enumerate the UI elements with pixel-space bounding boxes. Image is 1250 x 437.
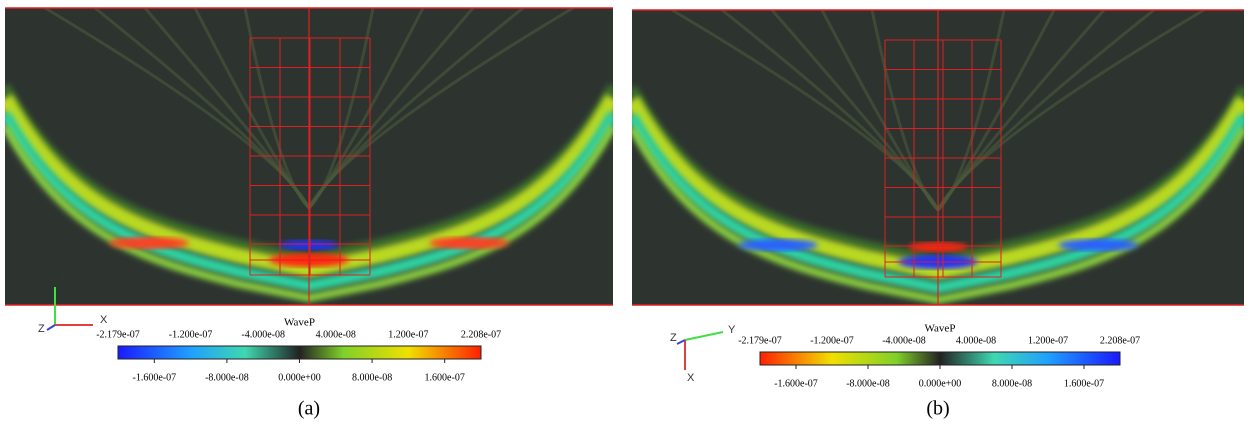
colorbar-label: -1.200e-07 [169, 329, 213, 340]
colorbar-label: -8.000e-08 [846, 378, 890, 389]
axis-arrow [676, 339, 686, 345]
wavefront [243, 8, 311, 210]
side-lobe [1058, 239, 1138, 251]
axis-arrow [684, 331, 724, 341]
caption: (b) [926, 398, 949, 420]
caption: (a) [298, 398, 320, 420]
colorbar-label: -1.200e-07 [810, 335, 854, 346]
axis-label: Y [59, 269, 67, 281]
panel: WaveP -2.179e-07 -1.200e-07 -4.000e-08 4.000… [632, 9, 1244, 420]
colorbar-label: 4.000e-08 [316, 329, 356, 340]
colorbar-label: 0.000e+00 [919, 378, 962, 389]
colorbar-label: -4.000e-08 [882, 335, 926, 346]
axis-label: Z [38, 323, 45, 335]
side-lobe [738, 239, 818, 251]
axis-label: Z [670, 332, 677, 344]
axis-label: Y [728, 324, 736, 336]
axis-label: X [687, 372, 695, 384]
colorbar-label: 8.000e-08 [352, 372, 392, 383]
colorbar-label: 0.000e+00 [278, 372, 321, 383]
colorbar-label: 8.000e-08 [992, 378, 1032, 389]
colorbar-label: -4.000e-08 [241, 329, 285, 340]
axis-label: X [100, 314, 108, 326]
colorbar-label: 1.200e-07 [1028, 335, 1068, 346]
wavefront [936, 10, 1006, 212]
colorbar-label: 1.600e-07 [1064, 378, 1104, 389]
colorbar-title: WaveP [284, 317, 315, 329]
colorbar-label: 2.208e-07 [1100, 335, 1140, 346]
side-lobe [109, 237, 189, 249]
colorbar-label: -2.179e-07 [738, 335, 782, 346]
colorbar [759, 351, 1121, 366]
colorbar [117, 345, 482, 360]
panel: WaveP -2.179e-07 -1.200e-07 -4.000e-08 4.000… [5, 7, 613, 420]
colorbar-label: 1.600e-07 [425, 372, 465, 383]
colorbar-label: -2.179e-07 [96, 329, 140, 340]
colorbar-label: 4.000e-08 [956, 335, 996, 346]
wavefront [870, 10, 940, 212]
colorbar-label: -1.600e-07 [774, 378, 818, 389]
colorbar-label: -8.000e-08 [205, 372, 249, 383]
colorbar-label: 1.200e-07 [388, 329, 428, 340]
axis-arrow [46, 324, 56, 331]
side-lobe [429, 237, 509, 249]
colorbar-label: -1.600e-07 [132, 372, 176, 383]
colorbar-title: WaveP [925, 323, 956, 335]
colorbar-label: 2.208e-07 [461, 329, 501, 340]
